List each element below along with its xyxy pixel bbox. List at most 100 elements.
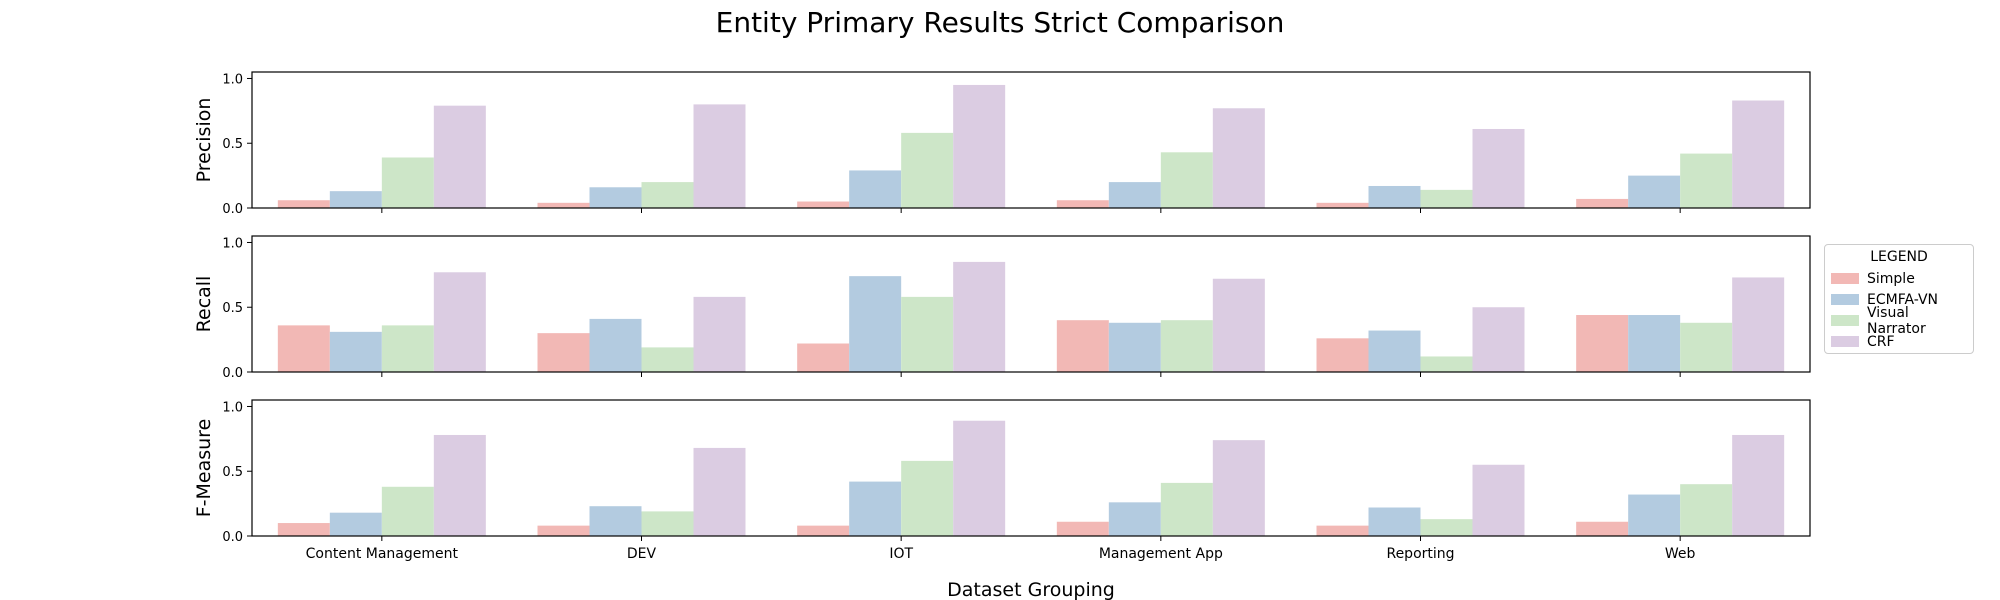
y-tick-label-precision-2: 1.0 [222,72,243,87]
chart-title: Entity Primary Results Strict Comparison [715,6,1285,39]
legend-swatch-simple [1831,273,1859,284]
legend-swatch-ecmfa-vn [1831,294,1859,305]
bar-precision-simple-web [1576,198,1629,208]
bar-f-measure-crf-content-management [433,434,486,536]
bar-precision-crf-content-management [433,105,486,208]
x-tick-label-web: Web [1665,546,1696,562]
bar-precision-visual-narrator-iot [901,132,954,208]
y-tick-label-f-measure-1: 0.5 [222,465,243,480]
bar-precision-ecmfa-vn-content-management [329,191,382,208]
x-tick-label-content-management: Content Management [306,546,459,562]
legend-swatch-crf [1831,336,1859,347]
bar-f-measure-ecmfa-vn-management-app [1108,502,1161,536]
axes-frame-precision [251,71,1811,209]
y-axis-label-f-measure: F-Measure [193,419,215,518]
legend-label-ecmfa-vn: ECMFA-VN [1867,291,1939,308]
bar-f-measure-simple-dev [537,525,590,536]
bar-precision-crf-dev [693,104,746,208]
bar-precision-crf-management-app [1212,108,1265,208]
legend-item-visual-narrator: Visual Narrator [1831,305,1967,337]
y-tick-label-f-measure-2: 1.0 [222,400,243,415]
y-tick-label-precision-1: 0.5 [222,137,243,152]
bar-f-measure-ecmfa-vn-iot [849,481,902,536]
x-axis-label: Dataset Grouping [947,579,1115,600]
bar-recall-visual-narrator-management-app [1160,320,1213,372]
bar-precision-visual-narrator-content-management [381,157,434,208]
bar-f-measure-visual-narrator-iot [901,460,954,536]
bar-precision-crf-web [1732,100,1785,208]
bar-recall-visual-narrator-dev [641,347,694,372]
bar-f-measure-crf-web [1732,434,1785,536]
x-tick-label-management-app: Management App [1099,546,1223,562]
x-tick-label-reporting: Reporting [1386,546,1454,562]
legend-item-ecmfa-vn: ECMFA-VN [1831,289,1967,310]
x-tick-label-dev: DEV [627,546,657,562]
bar-recall-ecmfa-vn-reporting [1368,330,1421,372]
bar-f-measure-visual-narrator-dev [641,511,694,536]
bar-recall-crf-iot [953,261,1006,372]
bar-precision-visual-narrator-web [1680,153,1733,208]
bar-precision-ecmfa-vn-iot [849,170,902,208]
y-tick-label-recall-0: 0.0 [222,366,243,381]
bar-f-measure-crf-dev [693,447,746,536]
legend-title: LEGEND [1870,249,1928,265]
bar-f-measure-visual-narrator-reporting [1420,519,1473,536]
bar-precision-visual-narrator-management-app [1160,152,1213,208]
bar-recall-crf-management-app [1212,278,1265,372]
bar-precision-simple-reporting [1316,202,1369,208]
legend-label-simple: Simple [1867,270,1915,287]
bar-precision-visual-narrator-dev [641,182,694,208]
bar-f-measure-crf-reporting [1472,464,1525,536]
bar-recall-simple-content-management [277,325,330,372]
bar-f-measure-simple-management-app [1056,521,1109,536]
bar-recall-ecmfa-vn-iot [849,276,902,372]
bar-recall-simple-management-app [1056,320,1109,372]
legend: LEGEND Simple ECMFA-VN Visual Narrator C… [1824,244,1974,354]
bar-f-measure-simple-content-management [277,523,330,536]
bar-recall-ecmfa-vn-content-management [329,331,382,372]
bar-precision-simple-iot [797,201,850,208]
bar-f-measure-ecmfa-vn-dev [589,506,642,536]
axes-frame-recall [251,235,1811,373]
legend-label-crf: CRF [1867,333,1895,350]
bar-f-measure-ecmfa-vn-web [1628,494,1681,536]
bar-precision-ecmfa-vn-dev [589,187,642,208]
bar-recall-simple-web [1576,315,1629,372]
bar-f-measure-simple-iot [797,525,850,536]
bar-recall-simple-iot [797,343,850,372]
bar-f-measure-crf-iot [953,420,1006,536]
bar-f-measure-visual-narrator-web [1680,484,1733,536]
bar-f-measure-simple-reporting [1316,525,1369,536]
legend-item-simple: Simple [1831,268,1967,289]
bar-recall-crf-dev [693,296,746,372]
bar-recall-simple-reporting [1316,338,1369,372]
y-tick-label-precision-0: 0.0 [222,202,243,217]
bar-precision-simple-management-app [1056,200,1109,208]
y-tick-label-recall-1: 0.5 [222,301,243,316]
legend-swatch-visual-narrator [1831,315,1859,326]
bar-recall-crf-content-management [433,272,486,372]
legend-label-visual-narrator: Visual Narrator [1867,304,1926,337]
bar-precision-simple-content-management [277,200,330,208]
bar-f-measure-simple-web [1576,521,1629,536]
y-tick-label-f-measure-0: 0.0 [222,530,243,545]
bar-recall-simple-dev [537,333,590,372]
bar-precision-ecmfa-vn-reporting [1368,185,1421,208]
y-axis-label-precision: Precision [193,98,215,183]
bar-precision-ecmfa-vn-web [1628,175,1681,208]
bar-precision-visual-narrator-reporting [1420,189,1473,208]
x-tick-label-iot: IOT [889,546,913,562]
axes-frame-f-measure [251,399,1811,537]
legend-item-crf: CRF [1831,331,1967,352]
y-axis-label-recall: Recall [193,276,215,333]
bar-precision-simple-dev [537,202,590,208]
bar-recall-visual-narrator-reporting [1420,356,1473,372]
bar-precision-crf-iot [953,84,1006,208]
bar-precision-crf-reporting [1472,128,1525,208]
bar-f-measure-visual-narrator-management-app [1160,482,1213,536]
bar-recall-visual-narrator-iot [901,296,954,372]
bar-recall-visual-narrator-web [1680,322,1733,372]
y-tick-label-recall-2: 1.0 [222,236,243,251]
bar-recall-crf-web [1732,277,1785,372]
